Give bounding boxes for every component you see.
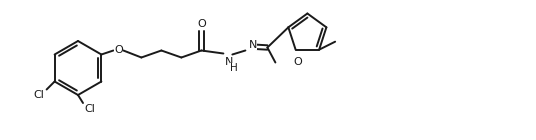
- Text: O: O: [293, 57, 302, 67]
- Text: N: N: [248, 39, 257, 50]
- Text: Cl: Cl: [33, 90, 44, 101]
- Text: O: O: [114, 45, 123, 54]
- Text: N: N: [225, 57, 233, 66]
- Text: H: H: [230, 62, 238, 73]
- Text: O: O: [197, 18, 206, 29]
- Text: Cl: Cl: [85, 104, 95, 114]
